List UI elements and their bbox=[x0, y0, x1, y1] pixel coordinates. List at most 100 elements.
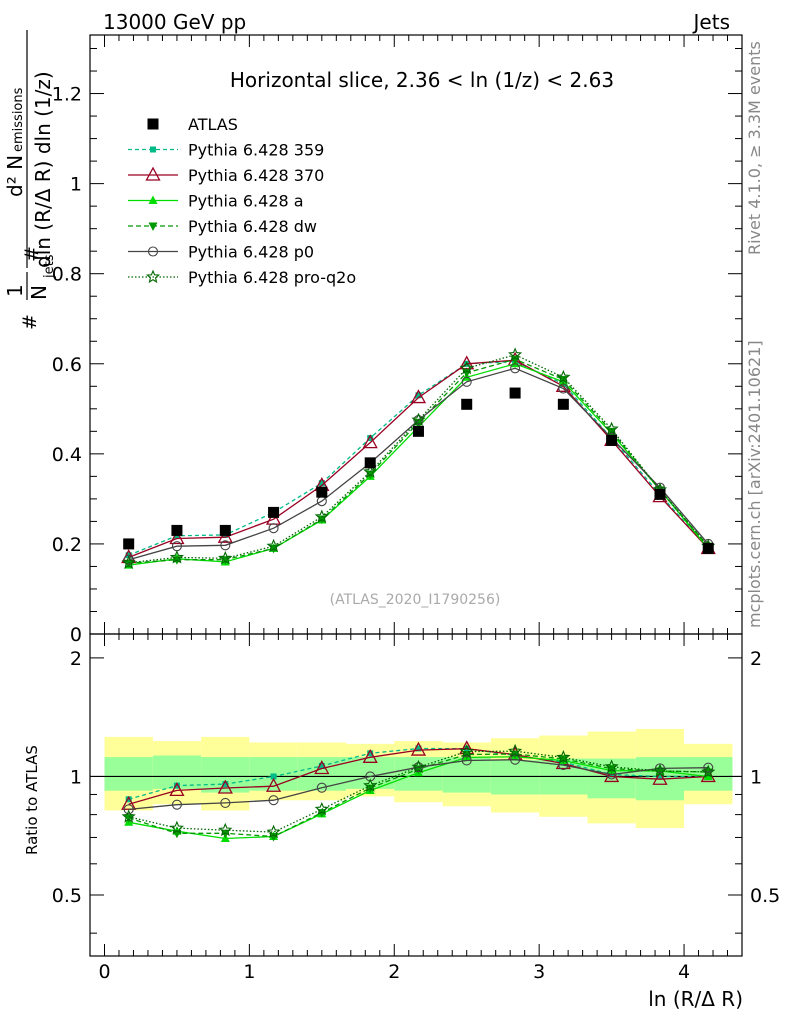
legend-marker-pythia-6-428-dw bbox=[148, 222, 158, 231]
atlas-data-point bbox=[412, 425, 424, 437]
ratio-point-pythia-6-428-dw bbox=[124, 814, 134, 823]
y-tick-label: 0.2 bbox=[52, 534, 82, 556]
ratio-point-pythia-6-428-370 bbox=[265, 777, 282, 792]
ratio-point-pythia-6-428-359 bbox=[367, 750, 374, 757]
main-point-pythia-6-428-pro-q2o bbox=[218, 550, 233, 565]
ratio-point-pythia-6-428-370 bbox=[652, 770, 668, 785]
main-point-pythia-6-428-p0 bbox=[461, 376, 472, 387]
legend-marker-pythia-6-428-p0 bbox=[147, 246, 159, 257]
x-tick-label: 0 bbox=[98, 961, 110, 983]
main-point-pythia-6-428-p0 bbox=[268, 523, 279, 534]
atlas-data-point bbox=[268, 506, 280, 518]
main-point-pythia-6-428-359 bbox=[367, 435, 374, 442]
main-point-pythia-6-428-370 bbox=[217, 528, 233, 543]
ylabel-jets-sub: jets bbox=[42, 254, 57, 279]
atlas-data-point bbox=[123, 538, 135, 550]
ratio-point-pythia-6-428-359 bbox=[415, 745, 422, 752]
ratio-point-pythia-6-428-p0 bbox=[316, 782, 327, 793]
ylabel-njets: N bbox=[27, 285, 51, 300]
ratio-band-inner bbox=[490, 760, 540, 795]
ratio-point-pythia-6-428-359 bbox=[173, 782, 180, 789]
legend-label-pythia-6-428-pro-q2o: Pythia 6.428 pro-q2o bbox=[188, 268, 356, 287]
main-point-pythia-6-428-pro-q2o bbox=[556, 369, 571, 384]
ratio-y-tick-label-right: 0.5 bbox=[750, 885, 780, 907]
main-y-axis-title: # 1 N jets # d² N emissions dln (R/Δ R) … bbox=[3, 30, 57, 330]
chart-title: Horizontal slice, 2.36 < ln (1/z) < 2.63 bbox=[230, 68, 614, 92]
ylabel-emissions-sub: emissions bbox=[11, 87, 26, 152]
legend-marker-atlas bbox=[147, 118, 159, 130]
ratio-point-pythia-6-428-pro-q2o bbox=[604, 759, 619, 773]
x-tick-label: 1 bbox=[243, 961, 255, 983]
ratio-point-pythia-6-428-pro-q2o bbox=[363, 778, 378, 792]
x-axis-title: ln (R/Δ R) bbox=[648, 987, 743, 1011]
header-left: 13000 GeV pp bbox=[103, 10, 246, 34]
main-point-pythia-6-428-p0 bbox=[123, 554, 134, 565]
x-tick-label: 2 bbox=[388, 961, 400, 983]
legend-marker-pythia-6-428-a bbox=[148, 195, 158, 204]
ratio-y-tick-label-left: 0.5 bbox=[52, 885, 82, 907]
ratio-point-pythia-6-428-359 bbox=[125, 796, 132, 803]
ylabel-hash-1: # bbox=[19, 314, 41, 330]
ratio-point-pythia-6-428-pro-q2o bbox=[652, 763, 668, 778]
main-point-pythia-6-428-pro-q2o bbox=[411, 412, 426, 427]
main-point-pythia-6-428-pro-q2o bbox=[121, 555, 136, 569]
atlas-data-point bbox=[702, 542, 714, 554]
ratio-point-pythia-6-428-dw bbox=[655, 767, 665, 777]
atlas-data-point bbox=[606, 434, 618, 446]
y-tick-label: 1.2 bbox=[52, 84, 82, 106]
legend-label-pythia-6-428-dw: Pythia 6.428 dw bbox=[188, 217, 317, 236]
ratio-point-pythia-6-428-pro-q2o bbox=[459, 744, 474, 758]
legend-label-pythia-6-428-370: Pythia 6.428 370 bbox=[188, 166, 324, 185]
ratio-plot-frame bbox=[89, 633, 743, 957]
y-tick-label: 0.8 bbox=[52, 264, 82, 286]
ratio-point-pythia-6-428-370 bbox=[362, 748, 378, 763]
legend-marker-pythia-6-428-359 bbox=[150, 146, 156, 153]
ratio-band-inner bbox=[104, 757, 153, 791]
legend-label-atlas: ATLAS bbox=[188, 115, 238, 134]
analysis-watermark: (ATLAS_2020_I1790256) bbox=[330, 592, 501, 608]
ratio-y-axis-title: Ratio to ATLAS bbox=[23, 745, 41, 855]
ratio-point-pythia-6-428-pro-q2o bbox=[411, 759, 426, 774]
main-point-pythia-6-428-359 bbox=[415, 392, 422, 399]
atlas-data-point bbox=[219, 524, 231, 536]
ylabel-denominator: dln (R/Δ R) dln (1/z) bbox=[31, 71, 55, 268]
y-tick-label: 1 bbox=[70, 174, 82, 196]
ratio-point-pythia-6-428-p0 bbox=[268, 795, 279, 806]
ratio-point-pythia-6-428-pro-q2o bbox=[169, 820, 184, 835]
ratio-point-pythia-6-428-p0 bbox=[510, 754, 521, 765]
atlas-data-point bbox=[316, 486, 328, 498]
atlas-data-point bbox=[557, 398, 569, 410]
ratio-point-pythia-6-428-pro-q2o bbox=[701, 764, 716, 779]
main-point-pythia-6-428-dw bbox=[510, 355, 520, 365]
x-tick-label: 3 bbox=[533, 961, 545, 983]
ratio-line-pythia-6-428-370 bbox=[128, 748, 709, 805]
ratio-point-pythia-6-428-359 bbox=[222, 781, 229, 788]
main-point-pythia-6-428-pro-q2o bbox=[314, 509, 329, 523]
main-point-pythia-6-428-370 bbox=[169, 530, 185, 545]
rivet-label: Rivet 4.1.0, ≥ 3.3M events bbox=[745, 41, 764, 255]
header-right: Jets bbox=[692, 10, 730, 34]
legend-label-pythia-6-428-359: Pythia 6.428 359 bbox=[188, 141, 324, 160]
ratio-y-tick-label-left: 2 bbox=[70, 648, 82, 670]
atlas-data-point bbox=[171, 524, 183, 536]
ylabel-one: 1 bbox=[3, 284, 27, 297]
main-point-pythia-6-428-p0 bbox=[558, 383, 569, 394]
ratio-point-pythia-6-428-dw bbox=[269, 833, 279, 842]
y-tick-label: 0.4 bbox=[52, 444, 82, 466]
ratio-point-pythia-6-428-pro-q2o bbox=[314, 801, 329, 816]
ylabel-numerator: d² N bbox=[3, 155, 27, 197]
ratio-y-tick-label-right: 1 bbox=[750, 766, 762, 788]
ratio-point-pythia-6-428-p0 bbox=[123, 804, 134, 815]
ratio-point-pythia-6-428-370 bbox=[169, 782, 185, 797]
ratio-point-pythia-6-428-pro-q2o bbox=[266, 824, 281, 839]
legend-marker-pythia-6-428-pro-q2o bbox=[145, 269, 161, 284]
main-point-pythia-6-428-pro-q2o bbox=[459, 360, 474, 375]
main-point-pythia-6-428-pro-q2o bbox=[169, 549, 184, 564]
main-point-pythia-6-428-pro-q2o bbox=[508, 347, 523, 361]
ratio-point-pythia-6-428-370 bbox=[217, 779, 233, 794]
ratio-point-pythia-6-428-p0 bbox=[220, 797, 231, 808]
main-point-pythia-6-428-pro-q2o bbox=[266, 538, 281, 553]
ratio-point-pythia-6-428-359 bbox=[318, 762, 325, 769]
ratio-point-pythia-6-428-359 bbox=[270, 773, 277, 780]
ratio-point-pythia-6-428-pro-q2o bbox=[508, 743, 523, 758]
